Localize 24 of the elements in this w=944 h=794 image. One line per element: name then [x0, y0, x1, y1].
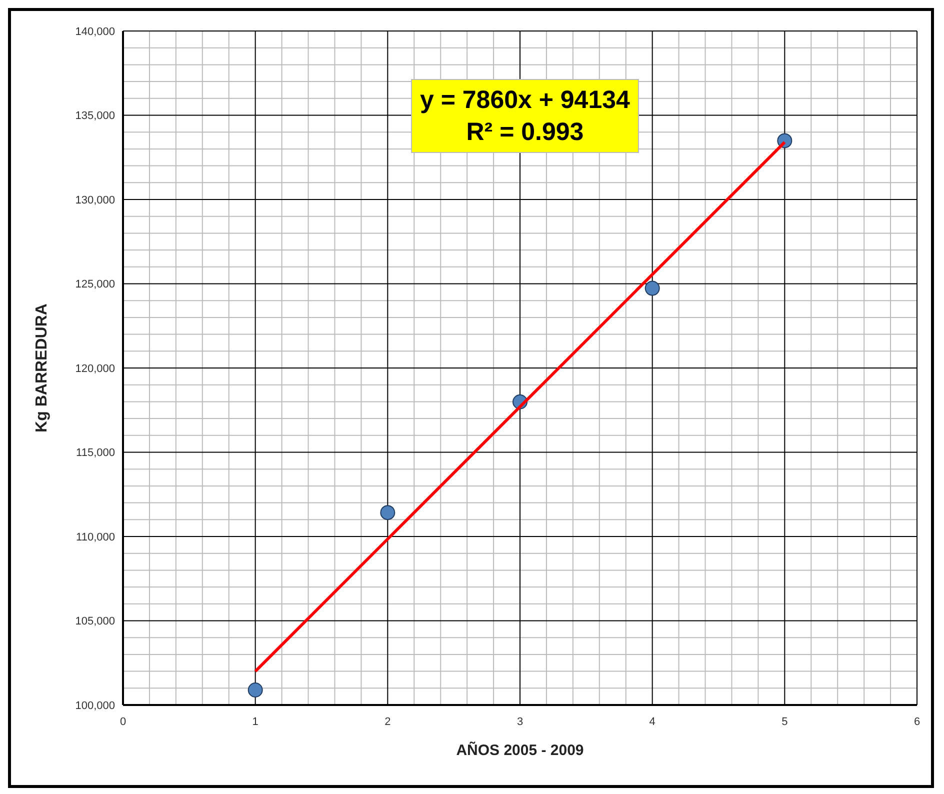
y-tick-label: 115,000 [76, 447, 115, 460]
y-tick-label: 130,000 [75, 194, 115, 206]
x-axis-title: AÑOS 2005 - 2009 [456, 741, 584, 759]
x-tick-label: 1 [252, 716, 258, 728]
x-tick-label: 6 [914, 716, 920, 728]
y-tick-label: 105,000 [75, 616, 115, 628]
x-tick-label: 2 [384, 716, 391, 728]
x-tick-label: 0 [120, 716, 126, 728]
point [644, 280, 660, 296]
y-axis-title: Kg BARREDURA [34, 303, 51, 432]
annotation: y = 7860x + 94134 [420, 85, 630, 116]
annotation: R² = 0.993 [465, 117, 585, 148]
point [380, 505, 396, 520]
equation-box: y = 7860x + 94134 R² = 0.993 [411, 79, 639, 153]
y-tick-label: 135,000 [75, 110, 115, 122]
y-tick-label: 125,000 [75, 278, 115, 291]
x-tick-label: 4 [649, 716, 656, 728]
x-tick-label: 3 [516, 716, 524, 728]
y-tick-label: 100,000 [75, 700, 115, 712]
y-tick-label: 140,000 [75, 26, 115, 38]
y-tick-label: 110,000 [76, 531, 115, 544]
x-tick-label: 5 [782, 716, 788, 728]
y-tick-label: 120,000 [75, 362, 115, 375]
point [248, 682, 263, 698]
